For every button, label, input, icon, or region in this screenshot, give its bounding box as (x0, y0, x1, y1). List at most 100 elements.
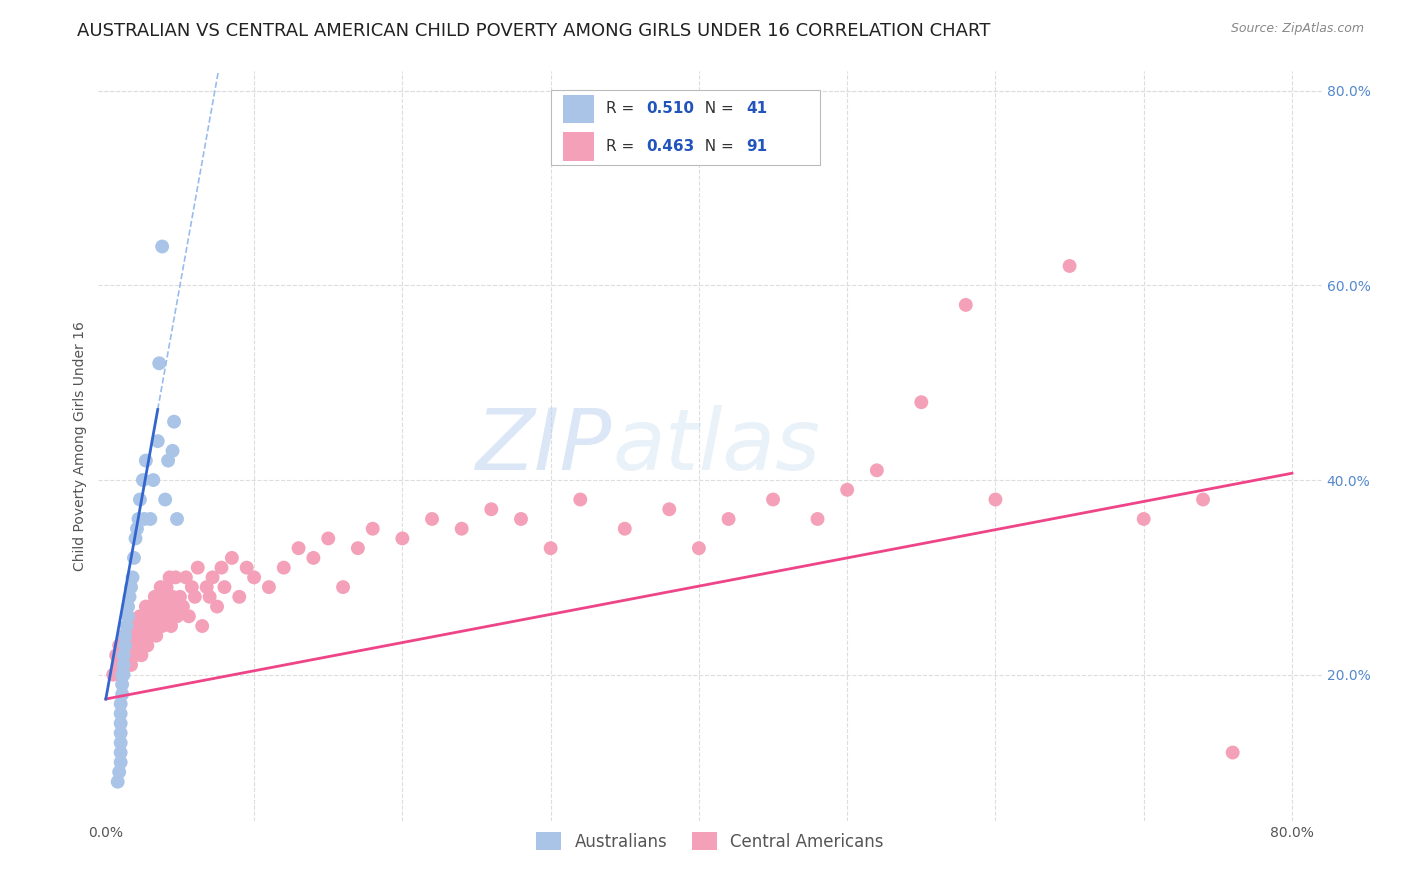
Point (110, 736, 132, 750)
Point (120, 657, 142, 672)
Point (257, 580, 280, 594)
Point (1192, 492, 1215, 507)
Point (450, 522, 472, 536)
Point (157, 453, 180, 467)
Point (112, 657, 135, 672)
Point (1059, 259, 1081, 273)
Point (837, 483, 859, 497)
FancyBboxPatch shape (564, 95, 593, 123)
Point (1132, 512, 1154, 526)
Point (150, 239, 173, 253)
Point (316, 532, 339, 546)
Point (184, 590, 207, 604)
Point (135, 599, 157, 614)
Point (391, 532, 413, 546)
Point (136, 639, 159, 653)
Point (132, 473, 155, 487)
Point (127, 639, 149, 653)
Text: R =: R = (606, 139, 640, 153)
Text: 91: 91 (747, 139, 768, 153)
Point (122, 550, 145, 565)
Point (166, 609, 188, 624)
Point (117, 648, 139, 663)
Point (172, 599, 194, 614)
Point (191, 619, 214, 633)
Text: ZIP: ZIP (475, 404, 612, 488)
Point (162, 590, 184, 604)
Point (111, 667, 134, 681)
Text: atlas: atlas (612, 404, 820, 488)
Point (115, 639, 138, 653)
Point (169, 590, 191, 604)
Point (118, 590, 141, 604)
Text: Source: ZipAtlas.com: Source: ZipAtlas.com (1230, 22, 1364, 36)
Point (111, 648, 134, 663)
Point (141, 599, 163, 614)
Point (347, 541, 370, 556)
Point (214, 580, 236, 594)
Point (866, 463, 889, 477)
Point (134, 619, 156, 633)
Point (111, 687, 134, 701)
Point (120, 580, 142, 594)
Point (148, 599, 170, 614)
Point (149, 580, 172, 594)
Point (129, 492, 152, 507)
Point (114, 639, 136, 653)
Point (235, 560, 257, 574)
Point (146, 434, 169, 449)
Point (110, 746, 132, 760)
Point (148, 356, 170, 370)
Point (166, 512, 188, 526)
Point (134, 512, 156, 526)
Point (157, 599, 180, 614)
Point (107, 657, 129, 672)
Point (115, 619, 138, 633)
Point (211, 560, 233, 574)
Point (111, 677, 134, 691)
Point (103, 667, 125, 681)
Point (114, 657, 136, 672)
Point (332, 580, 354, 594)
Text: 0.510: 0.510 (647, 102, 695, 116)
Point (105, 648, 128, 663)
Point (139, 629, 162, 643)
Point (221, 550, 243, 565)
Point (110, 726, 132, 740)
Point (201, 570, 224, 584)
Point (152, 590, 174, 604)
Point (287, 541, 309, 556)
Text: 41: 41 (747, 102, 768, 116)
Point (121, 639, 143, 653)
Point (806, 512, 828, 526)
Point (107, 774, 129, 789)
Point (163, 599, 186, 614)
Point (717, 512, 740, 526)
Point (910, 395, 932, 409)
Point (143, 590, 166, 604)
Point (569, 492, 592, 507)
Point (108, 639, 131, 653)
Point (955, 298, 977, 312)
Point (110, 667, 132, 681)
Point (273, 560, 295, 574)
Point (142, 619, 165, 633)
Point (125, 619, 148, 633)
Point (132, 629, 155, 643)
Point (110, 756, 132, 770)
Point (174, 570, 197, 584)
Point (125, 522, 148, 536)
Point (110, 706, 132, 721)
Text: N =: N = (696, 139, 740, 153)
Point (118, 619, 141, 633)
Point (110, 716, 132, 731)
Point (112, 667, 135, 681)
Point (124, 648, 146, 663)
Text: 0.463: 0.463 (647, 139, 695, 153)
Point (131, 648, 153, 663)
Point (195, 580, 218, 594)
Point (145, 629, 167, 643)
Point (117, 599, 139, 614)
Point (142, 473, 165, 487)
Point (243, 570, 266, 584)
